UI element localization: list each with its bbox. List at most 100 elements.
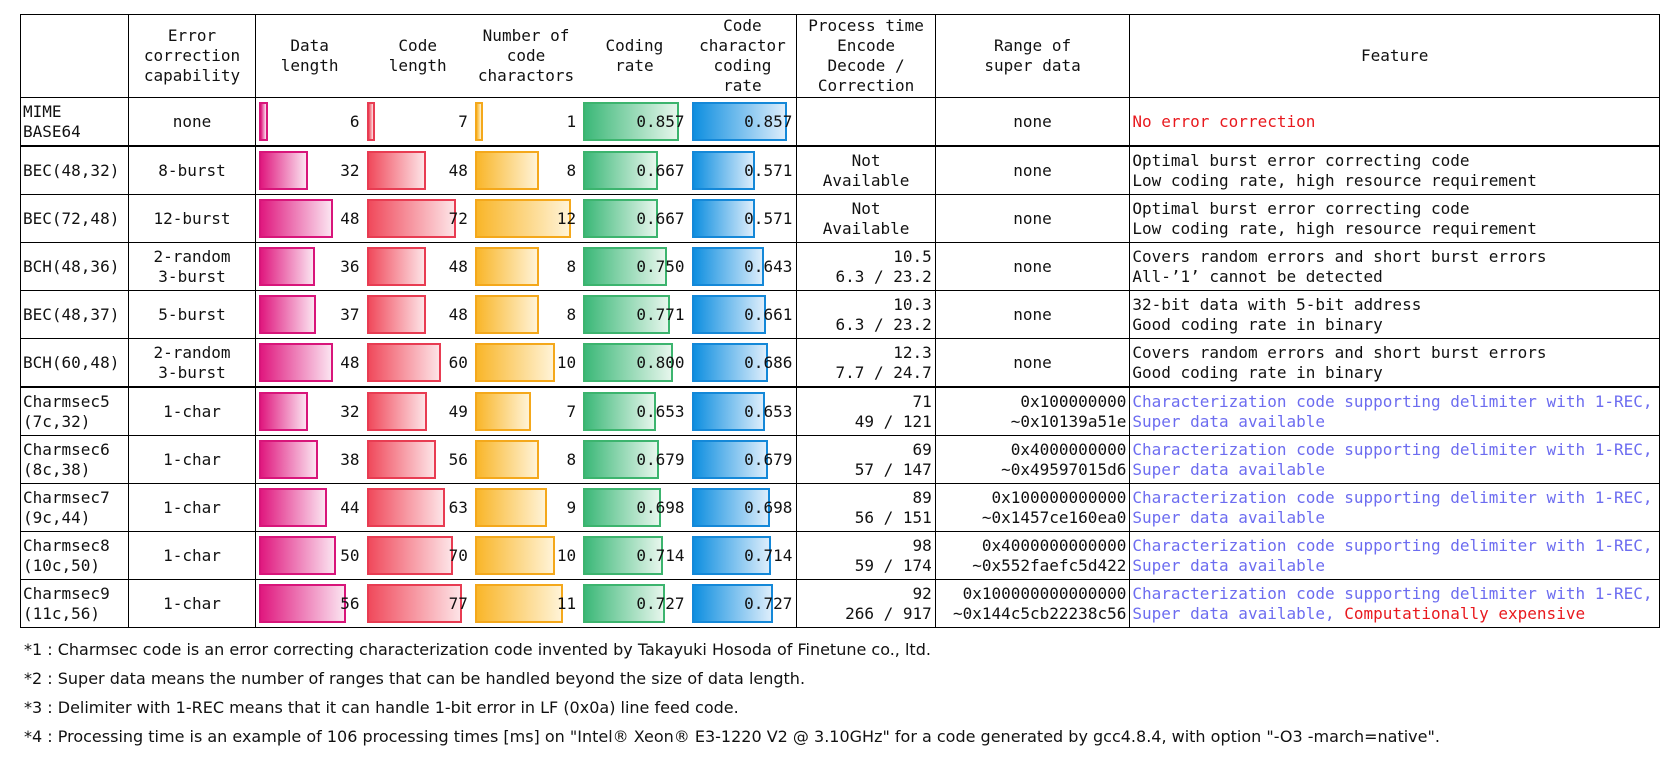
cell-data-length: 37	[254, 290, 364, 339]
value-char-coding-rate: 0.571	[744, 209, 793, 228]
bar-data-length	[258, 295, 317, 334]
cell-code-length: 56	[363, 435, 472, 484]
bar-coding-rate	[583, 199, 658, 238]
value-coding-rate: 0.857	[636, 112, 685, 131]
value-char-coding-rate: 0.679	[744, 450, 793, 469]
bar-coding-rate	[583, 151, 658, 190]
value-code-length: 72	[448, 209, 468, 228]
cell-num-chars: 11	[471, 579, 581, 628]
footnote-4: *4 : Processing time is an example of 10…	[24, 727, 1440, 746]
cell-char-coding-rate: 0.661	[688, 290, 798, 339]
bar-num-chars	[474, 247, 539, 286]
cell-code-length: 48	[363, 290, 472, 339]
value-num-chars: 10	[556, 546, 577, 565]
row-error-correction: 2-random 3-burst	[128, 242, 256, 291]
value-num-chars: 1	[566, 112, 577, 131]
row-feature: Characterization code supporting delimit…	[1129, 579, 1660, 628]
value-num-chars: 8	[566, 161, 577, 180]
cell-char-coding-rate: 0.571	[688, 194, 798, 243]
value-code-length: 60	[448, 353, 468, 372]
footnote-1: *1 : Charmsec code is an error correctin…	[24, 640, 931, 659]
value-char-coding-rate: 0.686	[744, 353, 793, 372]
value-char-coding-rate: 0.661	[744, 305, 793, 324]
bar-num-chars	[474, 295, 539, 334]
value-code-length: 56	[448, 450, 468, 469]
row-range-super-data: none	[934, 242, 1131, 291]
bar-code-length	[366, 488, 445, 527]
row-name: Charmsec8 (10c,50)	[19, 531, 130, 580]
bar-coding-rate	[583, 295, 670, 334]
bar-coding-rate	[583, 102, 680, 141]
cell-data-length: 56	[254, 579, 364, 628]
value-char-coding-rate: 0.714	[744, 546, 793, 565]
value-coding-rate: 0.800	[636, 353, 685, 372]
cell-code-length: 49	[363, 386, 472, 436]
table-row: BEC(48,32) 8-burst 32 48 8 0.667 0.571 Not Avai…	[19, 145, 1660, 195]
bar-char-coding-rate	[691, 102, 788, 141]
bar-code-length	[366, 536, 454, 575]
value-char-coding-rate: 0.571	[744, 161, 793, 180]
row-range-super-data: 0x4000000000 ~0x49597015d6	[934, 435, 1131, 484]
value-num-chars: 11	[556, 594, 577, 613]
value-coding-rate: 0.727	[636, 594, 685, 613]
cell-coding-rate: 0.667	[580, 194, 689, 243]
cell-coding-rate: 0.727	[580, 579, 689, 628]
row-range-super-data: none	[934, 145, 1131, 195]
cell-code-length: 72	[363, 194, 472, 243]
comparison-table: Error correction capability Data length …	[19, 14, 1660, 628]
cell-num-chars: 12	[471, 194, 581, 243]
cell-char-coding-rate: 0.857	[688, 97, 798, 147]
header-char-coding-rate: Code charactor coding rate	[688, 14, 798, 98]
row-feature: Covers random errors and short burst err…	[1129, 242, 1660, 291]
cell-coding-rate: 0.800	[580, 338, 689, 388]
row-error-correction: 1-char	[128, 435, 256, 484]
cell-data-length: 48	[254, 338, 364, 388]
row-name: Charmsec5 (7c,32)	[19, 386, 130, 436]
row-name: BEC(48,32)	[19, 145, 130, 195]
cell-coding-rate: 0.653	[580, 386, 689, 436]
value-data-length: 56	[340, 594, 360, 613]
cell-data-length: 38	[254, 435, 364, 484]
value-data-length: 48	[340, 209, 360, 228]
header-feature: Feature	[1129, 14, 1660, 98]
bar-data-length	[258, 151, 309, 190]
value-char-coding-rate: 0.643	[744, 257, 793, 276]
row-range-super-data: 0x100000000000000 ~0x144c5cb22238c56	[934, 579, 1131, 628]
cell-num-chars: 10	[471, 531, 581, 580]
header-number-of-chars: Number of code charactors	[471, 14, 581, 98]
cell-code-length: 70	[363, 531, 472, 580]
bar-char-coding-rate	[691, 536, 772, 575]
footnote-3: *3 : Delimiter with 1-REC means that it …	[24, 698, 739, 717]
feature-text: 32-bit data with 5-bit address Good codi…	[1132, 294, 1422, 334]
bar-code-length	[366, 102, 376, 141]
bar-code-length	[366, 199, 456, 238]
value-code-length: 70	[448, 546, 468, 565]
row-error-correction: 8-burst	[128, 145, 256, 195]
row-error-correction: 5-burst	[128, 290, 256, 339]
bar-data-length	[258, 392, 309, 431]
row-process-time: 10.3 6.3 / 23.2	[796, 290, 936, 339]
cell-coding-rate: 0.679	[580, 435, 689, 484]
row-process-time: 98 59 / 174	[796, 531, 936, 580]
cell-code-length: 63	[363, 483, 472, 532]
feature-text: No error correction	[1132, 111, 1316, 131]
row-name: BCH(48,36)	[19, 242, 130, 291]
value-num-chars: 9	[566, 498, 577, 517]
row-process-time: Not Available	[796, 145, 936, 195]
value-char-coding-rate: 0.653	[744, 402, 793, 421]
value-num-chars: 7	[566, 402, 577, 421]
value-data-length: 36	[340, 257, 360, 276]
bar-data-length	[258, 536, 337, 575]
row-name: MIME BASE64	[19, 97, 130, 147]
value-coding-rate: 0.667	[636, 161, 685, 180]
value-char-coding-rate: 0.857	[744, 112, 793, 131]
feature-text: Characterization code supporting delimit…	[1132, 583, 1653, 623]
bar-code-length	[366, 151, 427, 190]
row-feature: Characterization code supporting delimit…	[1129, 483, 1660, 532]
feature-text: Optimal burst error correcting code Low …	[1132, 150, 1537, 190]
row-feature: No error correction	[1129, 97, 1660, 147]
bar-data-length	[258, 247, 315, 286]
bar-data-length	[258, 199, 334, 238]
cell-char-coding-rate: 0.714	[688, 531, 798, 580]
value-num-chars: 8	[566, 257, 577, 276]
